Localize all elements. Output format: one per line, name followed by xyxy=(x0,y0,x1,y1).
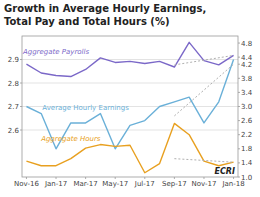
series-line xyxy=(26,60,233,149)
y2-tick-label: 4.8 xyxy=(241,40,252,48)
x-tick-label: May-17 xyxy=(102,180,128,188)
series-line xyxy=(26,123,233,172)
y2-tick-label: 3.4 xyxy=(241,89,253,97)
x-tick-label: Mar-17 xyxy=(74,180,98,188)
y2-tick-label: 1.8 xyxy=(241,145,252,153)
y-tick xyxy=(20,106,22,107)
trend-line xyxy=(174,64,233,116)
y2-tick xyxy=(238,148,240,149)
y2-tick-label: 2.2 xyxy=(241,131,252,139)
y-tick-label: 2.8 xyxy=(8,80,19,88)
y2-tick xyxy=(238,57,240,58)
x-tick-label: Sep-17 xyxy=(162,180,187,188)
x-tick xyxy=(203,177,204,179)
y2-tick-label: 4.4 xyxy=(241,54,253,62)
y2-tick xyxy=(238,162,240,163)
chart: Growth in Average Hourly Earnings, Total … xyxy=(0,0,260,197)
y2-tick-label: 2.6 xyxy=(241,117,253,125)
subtitle: Total Pay and Total Hours (%) xyxy=(4,16,170,27)
x-tick-label: Jul-17 xyxy=(134,180,155,188)
grid-line xyxy=(22,59,238,60)
y2-tick xyxy=(238,64,240,65)
x-tick-label: Nov-16 xyxy=(14,180,39,188)
y2-tick xyxy=(238,120,240,121)
y2-tick xyxy=(238,78,240,79)
series-label: Aggregate Payrolls xyxy=(22,48,90,56)
plot-area xyxy=(26,42,233,172)
y2-tick xyxy=(238,106,240,107)
y2-tick-label: 4.2 xyxy=(241,61,252,69)
y2-tick xyxy=(238,177,240,178)
y2-tick xyxy=(238,43,240,44)
x-tick xyxy=(26,177,27,179)
x-tick xyxy=(85,177,86,179)
y-tick xyxy=(20,59,22,60)
x-tick xyxy=(144,177,145,179)
y2-tick-label: 1.4 xyxy=(241,159,253,167)
series-label: Average Hourly Earnings xyxy=(42,104,129,112)
y-tick-label: 2.6 xyxy=(8,127,20,135)
y-tick xyxy=(20,83,22,84)
y-tick xyxy=(20,130,22,131)
series-label: Aggregate Hours xyxy=(40,135,101,143)
grid-line xyxy=(22,83,238,84)
y-tick-label: 2.7 xyxy=(8,103,19,111)
x-tick xyxy=(174,177,175,179)
x-tick xyxy=(56,177,57,179)
y2-tick-label: 3.8 xyxy=(241,75,252,83)
x-tick-label: Jan-18 xyxy=(221,180,244,188)
y-tick-label: 2.9 xyxy=(8,56,19,64)
trend-line xyxy=(174,55,233,65)
x-tick xyxy=(233,177,234,179)
x-tick-label: Jan-17 xyxy=(44,180,67,188)
x-tick xyxy=(115,177,116,179)
title: Growth in Average Hourly Earnings, xyxy=(4,3,206,14)
y2-tick xyxy=(238,134,240,135)
trend-line xyxy=(174,159,233,163)
y2-tick xyxy=(238,92,240,93)
plot-frame xyxy=(22,36,238,177)
grid-line xyxy=(22,130,238,131)
y2-tick-label: 3.0 xyxy=(241,103,252,111)
x-tick-label: Nov-17 xyxy=(192,180,217,188)
annotation: ECRI xyxy=(215,167,235,176)
